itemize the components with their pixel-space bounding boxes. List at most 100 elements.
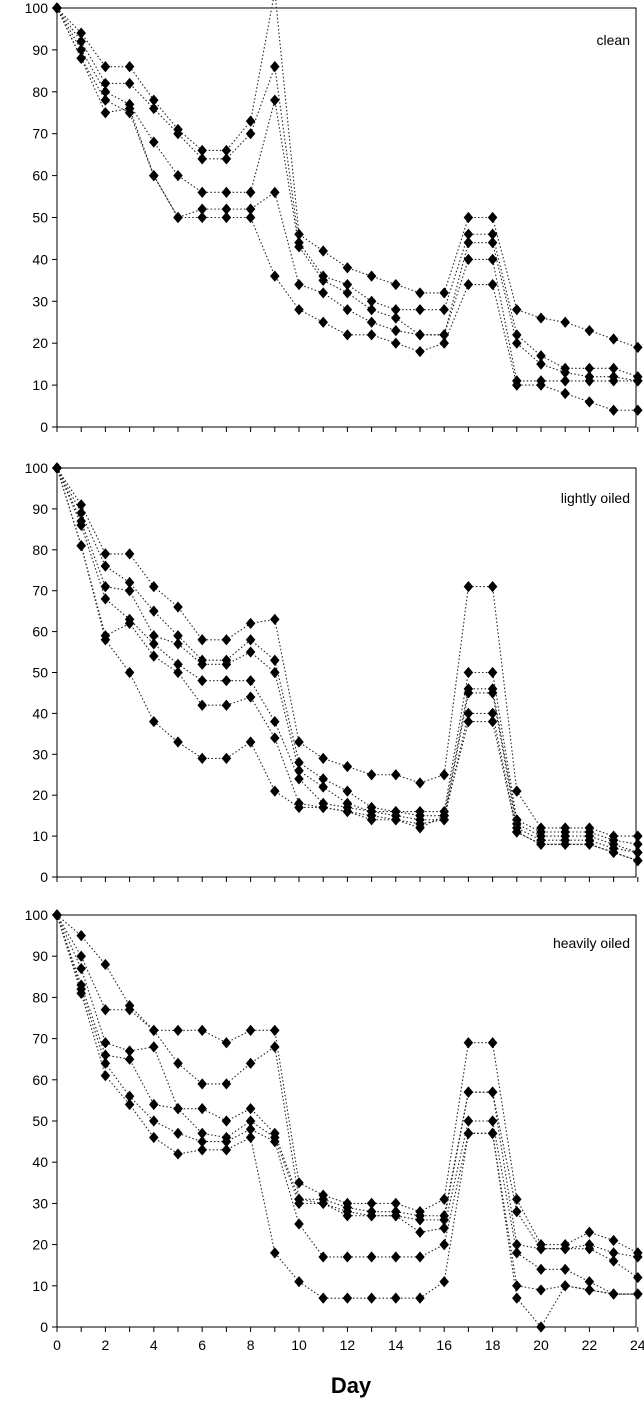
data-point bbox=[173, 1057, 183, 1069]
panel-title: heavily oiled bbox=[553, 935, 630, 951]
y-tick-label: 60 bbox=[32, 168, 48, 184]
data-point bbox=[608, 846, 619, 859]
data-point bbox=[415, 1214, 425, 1226]
data-point bbox=[149, 1131, 159, 1144]
data-point bbox=[245, 1115, 256, 1127]
data-point bbox=[76, 987, 86, 999]
data-point bbox=[536, 312, 546, 324]
series-line bbox=[56, 7, 638, 378]
data-point bbox=[366, 304, 377, 316]
data-point bbox=[149, 581, 159, 593]
data-point bbox=[173, 211, 183, 224]
data-point bbox=[584, 1243, 595, 1255]
y-tick-label: 10 bbox=[32, 1278, 48, 1294]
data-point bbox=[391, 278, 401, 291]
x-tick-label: 24 bbox=[630, 1337, 644, 1353]
data-point bbox=[149, 638, 159, 650]
data-point bbox=[294, 1177, 304, 1189]
series-2 bbox=[52, 909, 643, 1284]
y-tick-label: 40 bbox=[32, 1154, 48, 1170]
data-point bbox=[124, 77, 135, 90]
data-point bbox=[221, 1078, 232, 1090]
data-point bbox=[366, 814, 377, 826]
data-point bbox=[124, 1004, 135, 1016]
data-point bbox=[463, 1127, 474, 1139]
data-point bbox=[487, 237, 498, 249]
data-point bbox=[584, 1276, 595, 1288]
y-tick-label: 10 bbox=[32, 828, 48, 844]
data-point bbox=[100, 77, 111, 90]
y-tick-label: 20 bbox=[32, 787, 48, 803]
x-tick-label: 10 bbox=[291, 1337, 307, 1353]
data-point bbox=[221, 153, 232, 165]
data-point bbox=[173, 630, 183, 642]
data-point bbox=[197, 752, 207, 764]
y-tick-label: 90 bbox=[32, 42, 48, 58]
data-point bbox=[487, 666, 498, 679]
data-point bbox=[584, 838, 595, 850]
data-point bbox=[342, 1292, 353, 1304]
data-point bbox=[124, 617, 135, 630]
series-line bbox=[56, 914, 639, 1279]
y-tick-label: 70 bbox=[32, 1031, 48, 1047]
data-point bbox=[318, 1251, 328, 1263]
data-point bbox=[197, 1127, 207, 1139]
data-point bbox=[100, 593, 111, 605]
data-point bbox=[633, 855, 643, 867]
data-point bbox=[439, 1193, 449, 1205]
data-point bbox=[221, 1136, 232, 1148]
data-point bbox=[463, 1115, 474, 1127]
data-point bbox=[100, 581, 111, 593]
data-point bbox=[318, 287, 328, 299]
y-tick-label: 50 bbox=[32, 1113, 48, 1129]
series-0 bbox=[52, 462, 643, 842]
data-point bbox=[439, 769, 449, 781]
y-tick-label: 50 bbox=[32, 210, 48, 226]
data-point bbox=[173, 658, 183, 670]
data-point bbox=[536, 358, 546, 370]
series-line bbox=[56, 914, 638, 1295]
data-point bbox=[100, 1004, 111, 1016]
data-point bbox=[439, 304, 449, 316]
data-point bbox=[318, 316, 328, 328]
data-point bbox=[149, 650, 159, 662]
series-1 bbox=[52, 2, 643, 383]
data-point bbox=[221, 203, 232, 215]
data-point bbox=[100, 86, 111, 98]
data-point bbox=[536, 1263, 546, 1275]
series-1 bbox=[52, 462, 643, 850]
data-point bbox=[487, 1037, 498, 1049]
data-point bbox=[487, 1115, 498, 1127]
series-line bbox=[56, 914, 638, 1295]
data-point bbox=[463, 1037, 474, 1049]
data-point bbox=[439, 1214, 449, 1226]
data-point bbox=[197, 1078, 207, 1090]
y-tick-label: 100 bbox=[25, 460, 49, 476]
data-point bbox=[463, 1086, 474, 1098]
data-point bbox=[149, 102, 159, 115]
data-point bbox=[124, 61, 135, 73]
y-tick-label: 90 bbox=[32, 501, 48, 517]
data-point bbox=[197, 675, 207, 687]
x-tick-label: 20 bbox=[533, 1337, 549, 1353]
x-tick-label: 6 bbox=[198, 1337, 206, 1353]
data-point bbox=[391, 325, 401, 337]
data-point bbox=[560, 375, 570, 387]
data-point bbox=[76, 52, 86, 64]
data-point bbox=[342, 785, 353, 797]
data-point bbox=[173, 638, 183, 650]
data-point bbox=[270, 654, 280, 666]
data-point bbox=[342, 262, 353, 274]
data-point bbox=[366, 1210, 377, 1222]
data-point bbox=[560, 1263, 570, 1275]
panel-title: clean bbox=[597, 32, 630, 48]
data-point bbox=[463, 237, 474, 249]
data-point bbox=[318, 752, 328, 764]
data-point bbox=[366, 1292, 377, 1304]
data-point bbox=[76, 962, 86, 975]
data-point bbox=[415, 345, 425, 358]
data-point bbox=[221, 211, 232, 224]
data-point bbox=[221, 658, 232, 670]
data-point bbox=[633, 846, 643, 859]
data-point bbox=[149, 715, 159, 728]
